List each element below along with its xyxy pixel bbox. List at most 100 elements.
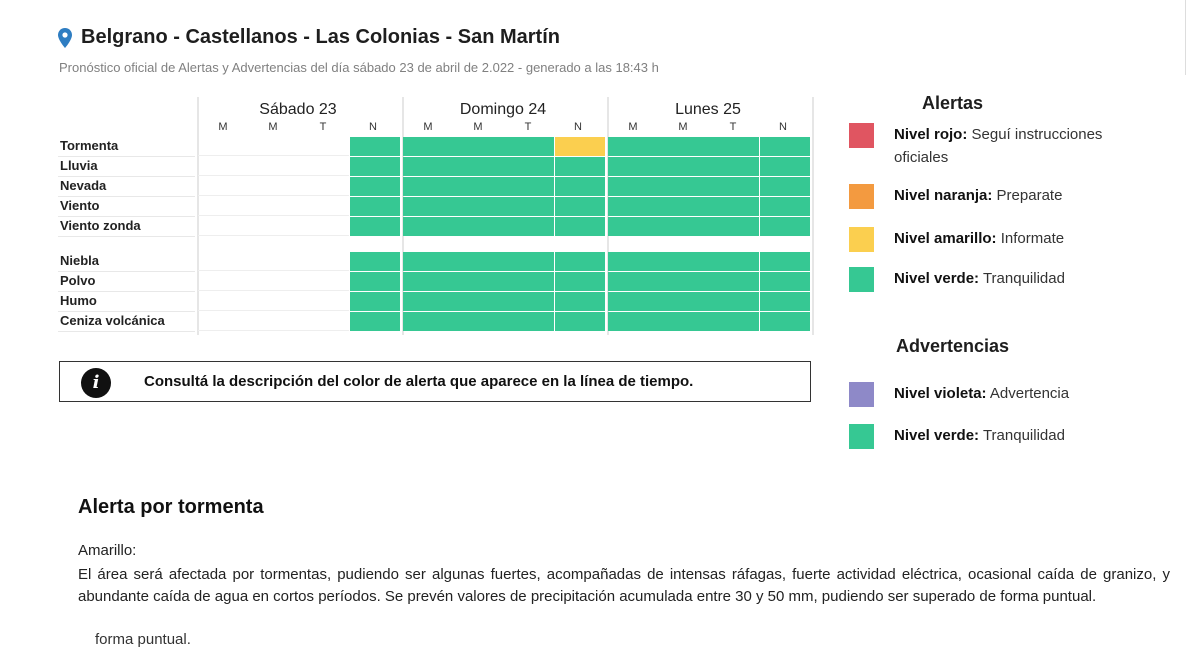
forecast-subtitle: Pronóstico oficial de Alertas y Adverten… — [59, 60, 659, 75]
alert-cell — [350, 157, 400, 176]
legend-level-name: Nivel naranja: — [894, 187, 993, 204]
alert-cell — [555, 312, 605, 331]
alert-cell — [198, 177, 249, 196]
alert-cell — [248, 177, 299, 196]
alert-cell — [198, 217, 249, 236]
hazard-row-label: Polvo — [60, 273, 96, 288]
alert-cell — [198, 157, 249, 176]
alert-cell — [708, 197, 759, 216]
alert-cell — [608, 272, 659, 291]
alert-cell — [403, 312, 454, 331]
period-label: N — [779, 121, 787, 133]
legend-swatch — [849, 382, 874, 407]
hazard-row-label: Viento — [60, 198, 100, 213]
day-header: Lunes 25 M M T N — [608, 97, 808, 137]
alert-cell — [708, 177, 759, 196]
alert-cell — [503, 272, 554, 291]
period-label: N — [369, 121, 377, 133]
alert-cell — [503, 137, 554, 156]
legend-text: Nivel verde: Tranquilidad — [894, 424, 1114, 447]
legend-text: Nivel naranja: Preparate — [894, 184, 1114, 207]
alert-cell — [708, 157, 759, 176]
info-text: Consultá la descripción del color de ale… — [144, 373, 694, 390]
location-pin-icon — [58, 27, 72, 48]
day-name: Sábado 23 — [259, 101, 337, 118]
day-column-separator — [402, 97, 404, 335]
hazard-row-label: Ceniza volcánica — [60, 313, 165, 328]
alert-cell — [760, 217, 810, 236]
hazard-row-label: Tormenta — [60, 138, 119, 153]
alert-cell — [658, 217, 709, 236]
alert-cell — [708, 272, 759, 291]
location-header: Belgrano - Castellanos - Las Colonias - … — [58, 26, 560, 49]
alert-cell — [760, 312, 810, 331]
day-header: Domingo 24 M M T N — [403, 97, 603, 137]
legend-swatch — [849, 184, 874, 209]
alert-cell — [298, 252, 349, 271]
legend-text: Nivel rojo: Seguí instrucciones oficiale… — [894, 123, 1114, 169]
legend-swatch — [849, 123, 874, 148]
alert-cell — [248, 312, 299, 331]
legend-text: Nivel verde: Tranquilidad — [894, 267, 1114, 290]
alert-cell — [658, 157, 709, 176]
info-icon: i — [81, 368, 111, 398]
alert-cell — [248, 157, 299, 176]
alert-cell — [760, 197, 810, 216]
alert-cell — [298, 197, 349, 216]
alert-cell — [658, 137, 709, 156]
legend-text: Nivel amarillo: Informate — [894, 227, 1114, 250]
alert-cell — [248, 252, 299, 271]
alert-cell — [503, 157, 554, 176]
alert-cell — [658, 252, 709, 271]
legend-level-desc: Preparate — [992, 187, 1063, 204]
alert-detail-description: El área será afectada por tormentas, pud… — [78, 566, 1170, 605]
row-divider — [58, 271, 195, 272]
alert-cell — [298, 272, 349, 291]
alert-cell — [453, 312, 504, 331]
alert-cell — [503, 197, 554, 216]
period-label: M — [628, 121, 638, 133]
alert-cell — [298, 137, 349, 156]
alert-detail-overflow-text: forma puntual. — [95, 631, 191, 648]
row-divider — [58, 311, 195, 312]
day-column-separator — [197, 97, 199, 335]
row-divider — [58, 196, 195, 197]
alert-cell — [453, 157, 504, 176]
alert-detail-level: Amarillo: — [78, 542, 137, 559]
alert-cell — [658, 272, 709, 291]
alert-cell — [350, 197, 400, 216]
alert-cell — [248, 137, 299, 156]
alert-cell — [760, 177, 810, 196]
alert-cell — [608, 312, 659, 331]
alert-cell — [350, 312, 400, 331]
alert-cell — [760, 292, 810, 311]
alert-cell — [658, 312, 709, 331]
alert-cell — [453, 272, 504, 291]
row-divider — [58, 216, 195, 217]
alert-cell — [403, 177, 454, 196]
alert-cell — [248, 292, 299, 311]
legend-level-name: Nivel verde: — [894, 427, 980, 444]
scroll-edge-divider — [1185, 0, 1186, 75]
period-label: M — [218, 121, 228, 133]
day-name: Domingo 24 — [459, 101, 547, 118]
alert-cell — [350, 217, 400, 236]
legend-level-desc: Tranquilidad — [979, 427, 1065, 444]
period-label: T — [524, 121, 532, 133]
hazard-row-label: Niebla — [60, 253, 100, 268]
period-label: M — [423, 121, 433, 133]
alert-cell — [248, 197, 299, 216]
alert-cell — [403, 157, 454, 176]
alert-cell — [658, 292, 709, 311]
alert-cell — [453, 197, 504, 216]
day-header: Sábado 23 M M T N — [198, 97, 398, 137]
legend-text: Nivel violeta: Advertencia — [894, 382, 1114, 405]
legend-level-name: Nivel amarillo: — [894, 230, 997, 247]
alert-cell — [298, 177, 349, 196]
alert-cell — [453, 137, 504, 156]
legend-level-name: Nivel violeta: — [894, 385, 987, 402]
alert-cell — [760, 157, 810, 176]
alert-cell — [198, 252, 249, 271]
alert-cell — [555, 157, 605, 176]
alert-cell — [453, 292, 504, 311]
